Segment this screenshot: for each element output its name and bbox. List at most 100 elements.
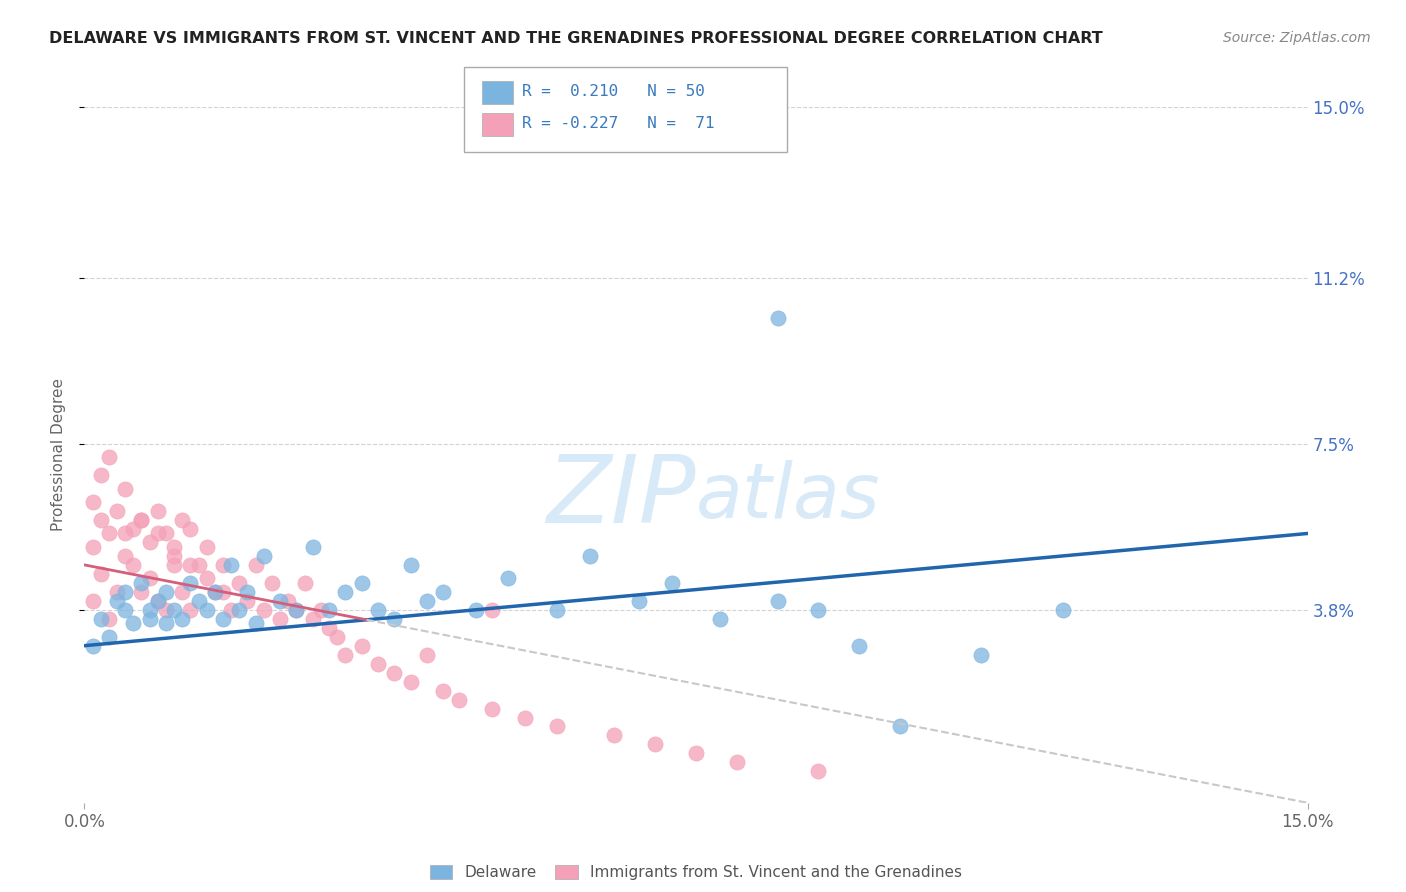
Text: ZIP: ZIP	[547, 451, 696, 542]
Point	[416, 648, 439, 662]
Point	[172, 612, 194, 626]
Point	[807, 603, 830, 617]
Point	[212, 612, 235, 626]
Point	[114, 584, 136, 599]
Point	[350, 575, 373, 590]
Point	[464, 603, 486, 617]
Point	[219, 558, 242, 572]
Point	[219, 603, 242, 617]
Point	[309, 603, 332, 617]
Y-axis label: Professional Degree: Professional Degree	[51, 378, 66, 532]
Point	[269, 612, 291, 626]
Point	[97, 630, 120, 644]
Point	[114, 549, 136, 563]
Point	[138, 571, 160, 585]
Point	[105, 504, 128, 518]
Point	[432, 683, 454, 698]
Point	[269, 594, 291, 608]
Point	[131, 513, 153, 527]
Point	[285, 603, 308, 617]
Point	[335, 584, 357, 599]
Point	[318, 621, 340, 635]
Point	[661, 575, 683, 590]
Point	[204, 584, 226, 599]
Point	[179, 522, 201, 536]
Point	[245, 616, 267, 631]
Text: Source: ZipAtlas.com: Source: ZipAtlas.com	[1223, 31, 1371, 45]
Point	[138, 603, 160, 617]
Point	[481, 603, 503, 617]
Point	[318, 603, 340, 617]
Point	[90, 513, 112, 527]
Point	[122, 558, 145, 572]
Point	[579, 549, 602, 563]
Point	[179, 575, 201, 590]
Point	[416, 594, 439, 608]
Point	[163, 540, 186, 554]
Point	[114, 603, 136, 617]
Point	[294, 575, 316, 590]
Point	[105, 594, 128, 608]
Point	[155, 616, 177, 631]
Point	[131, 584, 153, 599]
Point	[335, 648, 357, 662]
Point	[498, 571, 520, 585]
Point	[179, 603, 201, 617]
Point	[350, 639, 373, 653]
Point	[163, 558, 186, 572]
Point	[195, 571, 218, 585]
Point	[122, 616, 145, 631]
Point	[131, 575, 153, 590]
Point	[260, 575, 283, 590]
Point	[131, 513, 153, 527]
Point	[138, 612, 160, 626]
Point	[449, 692, 471, 706]
Text: DELAWARE VS IMMIGRANTS FROM ST. VINCENT AND THE GRENADINES PROFESSIONAL DEGREE C: DELAWARE VS IMMIGRANTS FROM ST. VINCENT …	[49, 31, 1102, 46]
Point	[195, 540, 218, 554]
Point	[97, 526, 120, 541]
Point	[146, 594, 169, 608]
Point	[163, 603, 186, 617]
Point	[807, 764, 830, 779]
Point	[212, 558, 235, 572]
Point	[326, 630, 349, 644]
Point	[82, 639, 104, 653]
Point	[685, 747, 707, 761]
Point	[155, 584, 177, 599]
Point	[399, 674, 422, 689]
Point	[236, 584, 259, 599]
Point	[432, 584, 454, 599]
Point	[889, 719, 911, 733]
Point	[187, 594, 209, 608]
Text: R = -0.227   N =  71: R = -0.227 N = 71	[522, 117, 714, 131]
Point	[644, 738, 666, 752]
Point	[105, 584, 128, 599]
Point	[382, 665, 405, 680]
Point	[172, 513, 194, 527]
Point	[212, 584, 235, 599]
Point	[163, 549, 186, 563]
Point	[97, 612, 120, 626]
Point	[82, 540, 104, 554]
Point	[970, 648, 993, 662]
Point	[301, 540, 323, 554]
Point	[82, 495, 104, 509]
Point	[382, 612, 405, 626]
Point	[253, 603, 276, 617]
Point	[285, 603, 308, 617]
Point	[1052, 603, 1074, 617]
Point	[82, 594, 104, 608]
Point	[179, 558, 201, 572]
Point	[245, 558, 267, 572]
Point	[146, 526, 169, 541]
Point	[97, 450, 120, 465]
Point	[90, 468, 112, 483]
Point	[725, 756, 748, 770]
Point	[172, 584, 194, 599]
Point	[513, 710, 536, 724]
Point	[228, 603, 250, 617]
Point	[367, 603, 389, 617]
Point	[146, 594, 169, 608]
Point	[236, 594, 259, 608]
Point	[848, 639, 870, 653]
